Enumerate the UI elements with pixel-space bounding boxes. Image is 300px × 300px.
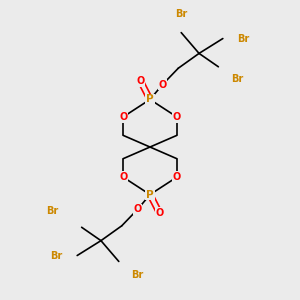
Text: Br: Br — [46, 206, 58, 216]
Text: O: O — [134, 204, 142, 214]
Text: O: O — [158, 80, 166, 90]
Text: P: P — [146, 190, 154, 200]
Text: Br: Br — [50, 250, 62, 260]
Text: Br: Br — [238, 34, 250, 44]
Text: O: O — [172, 172, 181, 182]
Text: P: P — [146, 94, 154, 104]
Text: O: O — [172, 112, 181, 122]
Text: Br: Br — [175, 9, 187, 19]
Text: O: O — [119, 112, 128, 122]
Text: O: O — [155, 208, 164, 218]
Text: Br: Br — [232, 74, 244, 84]
Text: O: O — [119, 172, 128, 182]
Text: Br: Br — [131, 270, 144, 280]
Text: O: O — [136, 76, 145, 86]
